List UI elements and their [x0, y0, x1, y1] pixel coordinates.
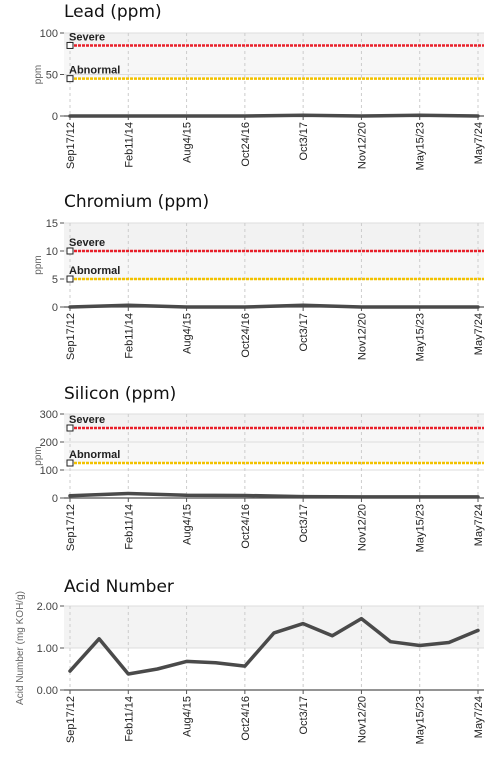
- x-tick-label: Feb11/14: [123, 122, 135, 168]
- x-tick-label: May15/23: [415, 696, 427, 744]
- abnormal-band: [64, 428, 484, 463]
- chart-2: Chromium (ppm) 0 5 10 15 ppm Sep17/12 Feb11/14 A…: [33, 192, 485, 361]
- y-axis-label: ppm: [33, 65, 44, 84]
- severe-band: [64, 414, 484, 428]
- y-tick-label: 100: [40, 28, 58, 40]
- chart-3: Silicon (ppm) 0 100 200 300 ppm Sep17/12 Feb11/…: [33, 384, 485, 552]
- chart-title: Lead (ppm): [64, 2, 162, 22]
- x-tick-label: Feb11/14: [123, 696, 135, 742]
- x-tick-label: Nov12/20: [356, 313, 368, 360]
- upper-band: [64, 606, 484, 648]
- abnormal-label: Abnormal: [69, 265, 120, 277]
- x-tick-label: Oct3/17: [298, 504, 310, 543]
- x-tick-label: May7/24: [473, 504, 485, 546]
- y-tick-label: 2.00: [37, 601, 58, 613]
- limit-marker: [66, 459, 74, 467]
- data-series-line: [68, 113, 480, 118]
- x-tick-label: May7/24: [473, 313, 485, 355]
- y-axis-label: ppm: [33, 446, 44, 465]
- x-tick-label: Oct3/17: [298, 313, 310, 352]
- x-tick-label: Oct3/17: [298, 122, 310, 161]
- y-tick-label: 10: [46, 246, 58, 258]
- y-tick-label: 1.00: [37, 643, 58, 655]
- y-tick-label: 5: [52, 274, 58, 286]
- y-axis-label: Acid Number (mg KOH/g): [15, 591, 26, 705]
- data-series-line: [68, 491, 480, 499]
- x-tick-label: Oct24/16: [240, 313, 252, 358]
- x-tick-label: Feb11/14: [123, 313, 135, 359]
- y-tick-label: 200: [40, 437, 58, 449]
- severe-label: Severe: [69, 31, 105, 43]
- data-series-line: [68, 616, 480, 676]
- limit-marker: [66, 41, 74, 49]
- x-tick-label: May15/23: [415, 313, 427, 361]
- x-tick-label: Aug4/15: [182, 122, 194, 163]
- x-tick-label: Sep17/12: [65, 696, 77, 743]
- abnormal-band: [64, 251, 484, 279]
- y-tick-label: 300: [40, 409, 58, 421]
- abnormal-label: Abnormal: [69, 449, 120, 461]
- x-tick-label: Nov12/20: [356, 696, 368, 743]
- y-tick-label: 0.00: [37, 685, 58, 697]
- x-tick-label: Nov12/20: [356, 122, 368, 169]
- chart-title: Silicon (ppm): [64, 384, 176, 404]
- x-tick-label: May15/23: [415, 122, 427, 170]
- x-tick-label: Oct3/17: [298, 696, 310, 735]
- x-tick-label: Oct24/16: [240, 504, 252, 549]
- chart-title: Chromium (ppm): [64, 192, 209, 212]
- limit-marker: [66, 424, 74, 432]
- x-tick-label: Sep17/12: [65, 504, 77, 551]
- limit-marker: [66, 275, 74, 283]
- abnormal-label: Abnormal: [69, 65, 120, 77]
- x-tick-label: Sep17/12: [65, 313, 77, 360]
- severe-label: Severe: [69, 237, 105, 249]
- severe-band: [64, 33, 484, 46]
- x-tick-label: Oct24/16: [240, 696, 252, 741]
- x-tick-label: Aug4/15: [182, 504, 194, 545]
- limit-marker: [66, 75, 74, 83]
- x-tick-label: Oct24/16: [240, 122, 252, 167]
- y-tick-label: 100: [40, 465, 58, 477]
- y-tick-label: 15: [46, 218, 58, 230]
- x-tick-label: Aug4/15: [182, 313, 194, 354]
- y-tick-label: 0: [52, 302, 58, 314]
- x-tick-label: Aug4/15: [182, 696, 194, 737]
- severe-band: [64, 223, 484, 251]
- chart-1: Lead (ppm) 0 50 100 ppm Sep17/12 Feb11/14 Aug4/…: [33, 2, 485, 170]
- data-series-line: [68, 303, 480, 309]
- limit-marker: [66, 247, 74, 255]
- y-tick-label: 0: [52, 493, 58, 505]
- y-tick-label: 50: [46, 70, 58, 82]
- y-axis-label: ppm: [33, 255, 44, 274]
- x-tick-label: Feb11/14: [123, 504, 135, 550]
- x-tick-label: May15/23: [415, 504, 427, 552]
- x-tick-label: Nov12/20: [356, 504, 368, 551]
- chart-title: Acid Number: [64, 577, 174, 597]
- severe-label: Severe: [69, 414, 105, 426]
- x-tick-label: May7/24: [473, 122, 485, 164]
- abnormal-band: [64, 45, 484, 79]
- chart-4: Acid Number 0.00 1.00 2.00 Acid Number (mg K…: [15, 577, 485, 744]
- x-tick-label: May7/24: [473, 696, 485, 738]
- y-tick-label: 0: [52, 111, 58, 123]
- x-tick-label: Sep17/12: [65, 122, 77, 169]
